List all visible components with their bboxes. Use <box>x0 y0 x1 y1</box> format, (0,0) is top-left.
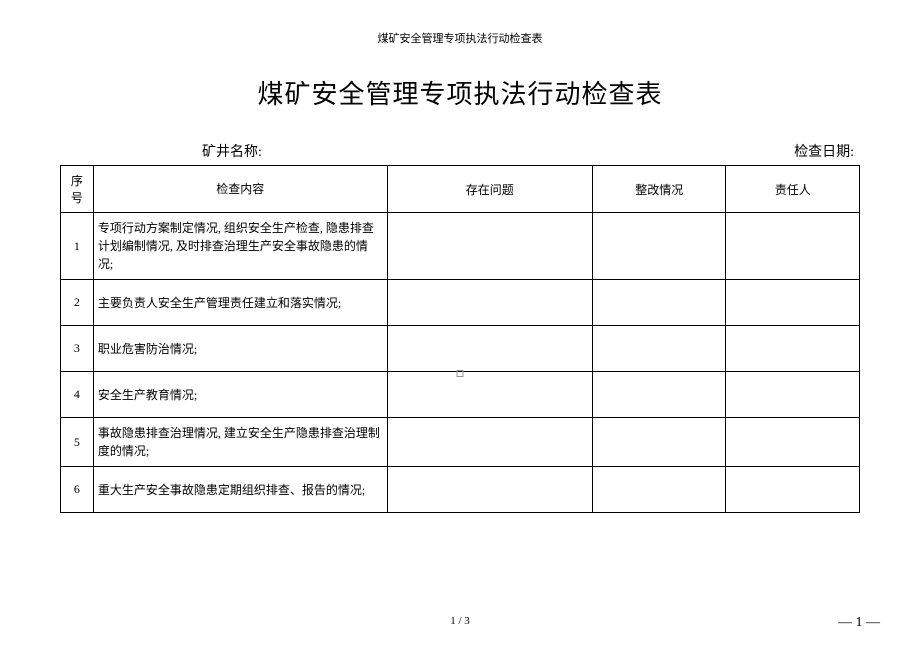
col-header-person: 责任人 <box>726 166 860 213</box>
cell-index: 4 <box>61 372 94 418</box>
col-header-content: 检查内容 <box>93 166 387 213</box>
cell-index: 5 <box>61 418 94 467</box>
cell-problem <box>387 372 592 418</box>
cell-problem <box>387 280 592 326</box>
cell-problem <box>387 418 592 467</box>
page-number-center: 1 / 3 <box>0 615 920 627</box>
cell-person <box>726 280 860 326</box>
sub-header-row: 矿井名称: 检查日期: <box>60 141 860 161</box>
cell-content: 重大生产安全事故隐患定期组织排查、报告的情况; <box>93 467 387 513</box>
mine-name-label: 矿井名称: <box>62 141 262 161</box>
cell-person <box>726 467 860 513</box>
cell-rectify <box>592 372 726 418</box>
table-header-row: 序号 检查内容 存在问题 整改情况 责任人 <box>61 166 860 213</box>
table-row: 2 主要负责人安全生产管理责任建立和落实情况; <box>61 280 860 326</box>
table-row: 1 专项行动方案制定情况, 组织安全生产检查, 隐患排查计划编制情况, 及时排查… <box>61 213 860 280</box>
table-row: 4 安全生产教育情况; <box>61 372 860 418</box>
cell-content: 主要负责人安全生产管理责任建立和落实情况; <box>93 280 387 326</box>
col-header-rectify: 整改情况 <box>592 166 726 213</box>
cell-rectify <box>592 418 726 467</box>
cell-content: 安全生产教育情况; <box>93 372 387 418</box>
cell-index: 2 <box>61 280 94 326</box>
cell-index: 1 <box>61 213 94 280</box>
cell-person <box>726 372 860 418</box>
cell-person <box>726 213 860 280</box>
table-row: 5 事故隐患排查治理情况, 建立安全生产隐患排查治理制度的情况; <box>61 418 860 467</box>
cell-content: 事故隐患排查治理情况, 建立安全生产隐患排查治理制度的情况; <box>93 418 387 467</box>
cell-index: 6 <box>61 467 94 513</box>
cell-rectify <box>592 280 726 326</box>
main-title: 煤矿安全管理专项执法行动检查表 <box>60 74 860 111</box>
col-header-problem: 存在问题 <box>387 166 592 213</box>
col-header-index: 序号 <box>61 166 94 213</box>
inspection-table: 序号 检查内容 存在问题 整改情况 责任人 1 专项行动方案制定情况, 组织安全… <box>60 165 860 513</box>
cell-content: 专项行动方案制定情况, 组织安全生产检查, 隐患排查计划编制情况, 及时排查治理… <box>93 213 387 280</box>
cell-person <box>726 418 860 467</box>
cell-problem <box>387 213 592 280</box>
table-row: 3 职业危害防治情况; <box>61 326 860 372</box>
cell-index: 3 <box>61 326 94 372</box>
cell-rectify <box>592 326 726 372</box>
cell-problem <box>387 326 592 372</box>
page-number-right: — 1 — <box>838 615 880 631</box>
page-header-small: 煤矿安全管理专项执法行动检查表 <box>60 30 860 46</box>
cell-problem <box>387 467 592 513</box>
table-row: 6 重大生产安全事故隐患定期组织排查、报告的情况; <box>61 467 860 513</box>
cell-content: 职业危害防治情况; <box>93 326 387 372</box>
check-date-label: 检查日期: <box>794 141 858 161</box>
cell-person <box>726 326 860 372</box>
cell-rectify <box>592 213 726 280</box>
cell-rectify <box>592 467 726 513</box>
